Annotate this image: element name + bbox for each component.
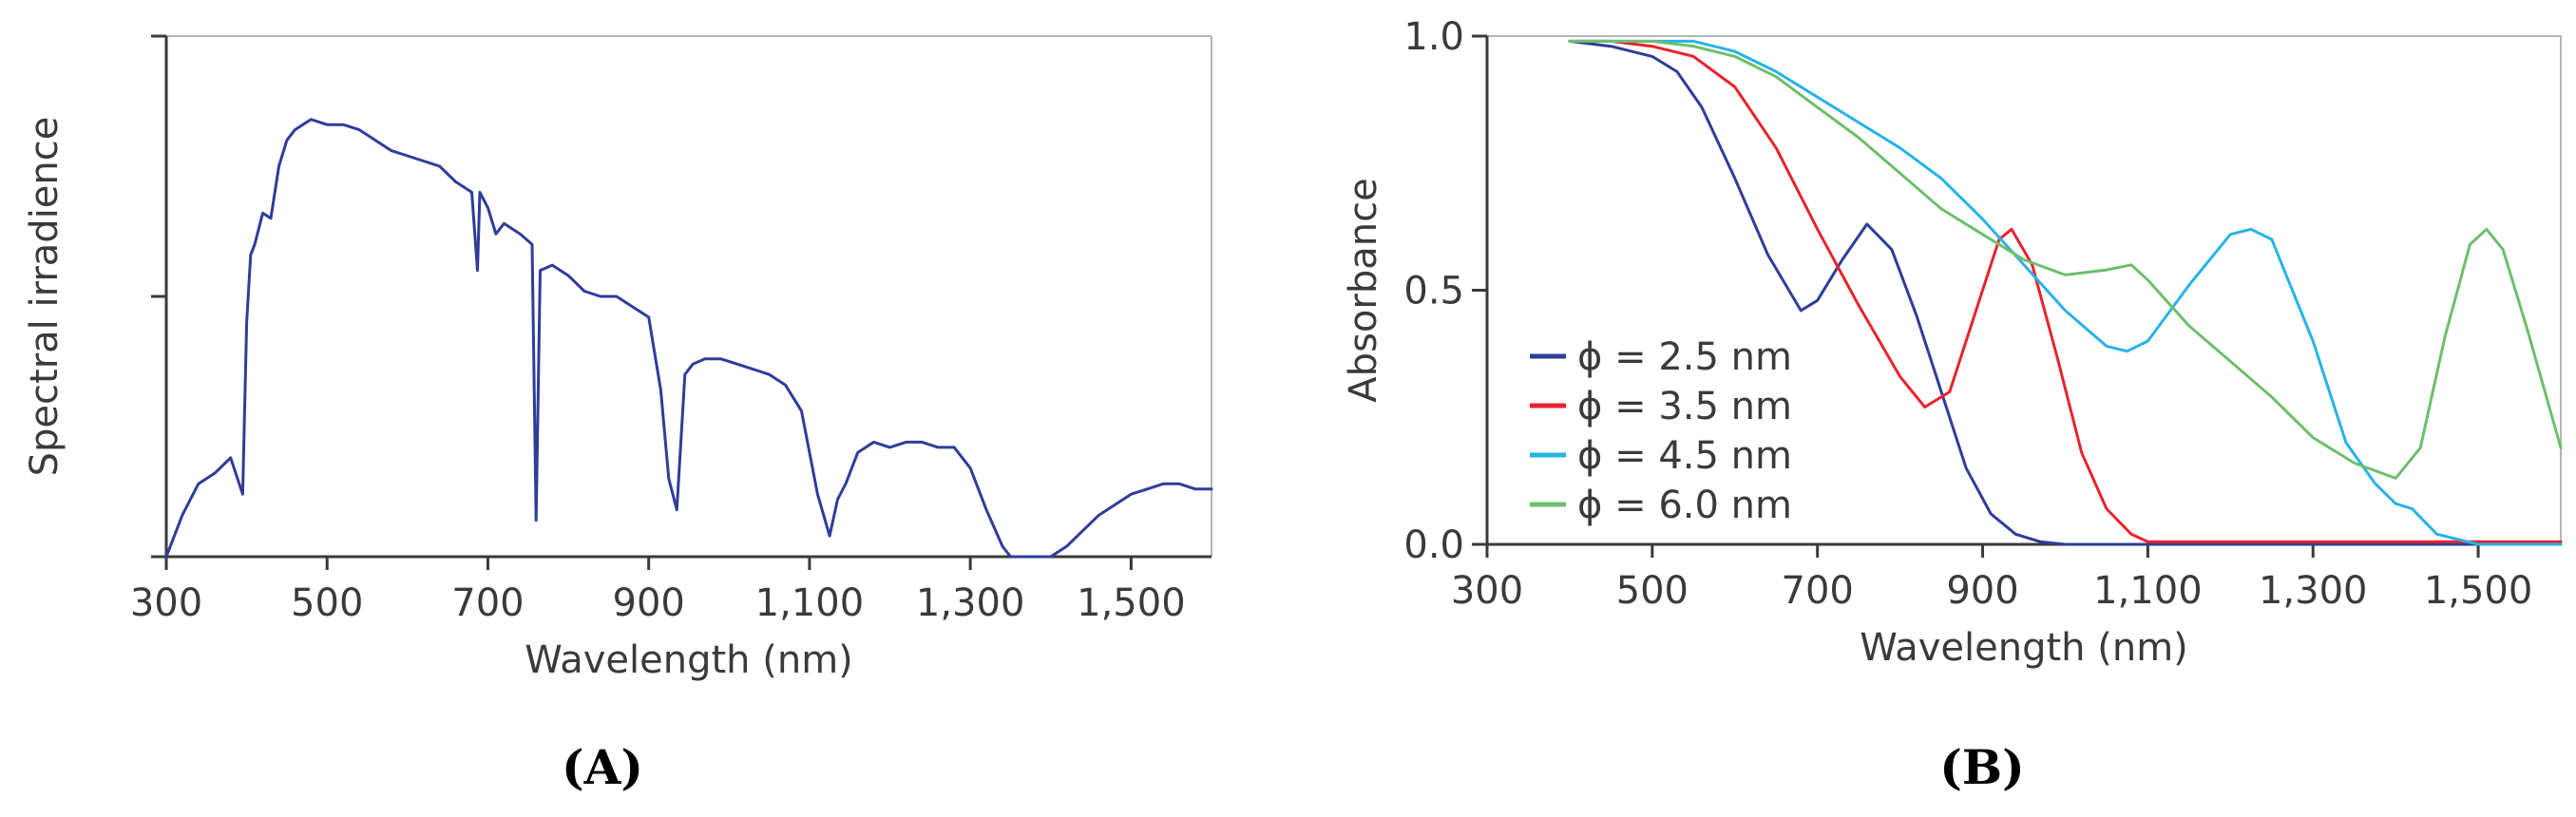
panel-a-chart: 300 500 700 900 1,100 1,300 1,500 Wavelength (n… [23, 34, 1213, 682]
pa-x-tick-label: 300 [130, 581, 202, 625]
panel-a-label: (A) [562, 739, 643, 795]
pb-legend-label: ϕ = 6.0 nm [1577, 484, 1792, 527]
pb-legend-label: ϕ = 3.5 nm [1577, 385, 1792, 428]
pb-x-tick-label: 900 [1946, 569, 2018, 613]
pb-x-tick-label: 300 [1451, 569, 1523, 613]
pb-y-tick-label: 0.5 [1403, 270, 1464, 314]
pa-x-tick-label: 1,500 [1077, 581, 1186, 625]
pa-x-tick-label: 1,100 [755, 581, 865, 625]
pb-x-tick-label: 500 [1616, 569, 1689, 613]
pa-x-tick-label: 1,300 [916, 581, 1025, 625]
pb-x-tick-label: 1,500 [2424, 569, 2533, 613]
pb-legend-label: ϕ = 4.5 nm [1577, 434, 1792, 478]
pb-series-line [1568, 39, 2563, 480]
pa-y-axis-label: Spectral irradience [23, 117, 67, 477]
panel-b-label: (B) [1939, 739, 2025, 795]
pb-x-axis-label: Wavelength (nm) [1860, 626, 2188, 670]
pb-x-tick-label: 1,100 [2093, 569, 2203, 613]
panel-b-chart: 300 500 700 900 1,100 1,300 1,500 0.0 0.5 1.0 Wave… [1342, 15, 2563, 670]
pa-x-axis-label: Wavelength (nm) [525, 638, 853, 682]
pa-x-tick-label: 700 [451, 581, 524, 625]
pb-y-axis-label: Absorbance [1342, 178, 1385, 402]
pb-y-tick-label: 0.0 [1403, 523, 1464, 567]
pb-series-line [1568, 39, 2563, 546]
pa-series-line [164, 118, 1213, 559]
pb-x-tick-label: 700 [1782, 569, 1854, 613]
pa-x-tick-label: 900 [613, 581, 685, 625]
pb-series-line [1568, 39, 2563, 546]
pa-x-tick-label: 500 [291, 581, 363, 625]
pb-y-tick-label: 1.0 [1403, 15, 1464, 59]
pb-legend-label: ϕ = 2.5 nm [1577, 335, 1792, 379]
pb-x-tick-label: 1,300 [2259, 569, 2368, 613]
